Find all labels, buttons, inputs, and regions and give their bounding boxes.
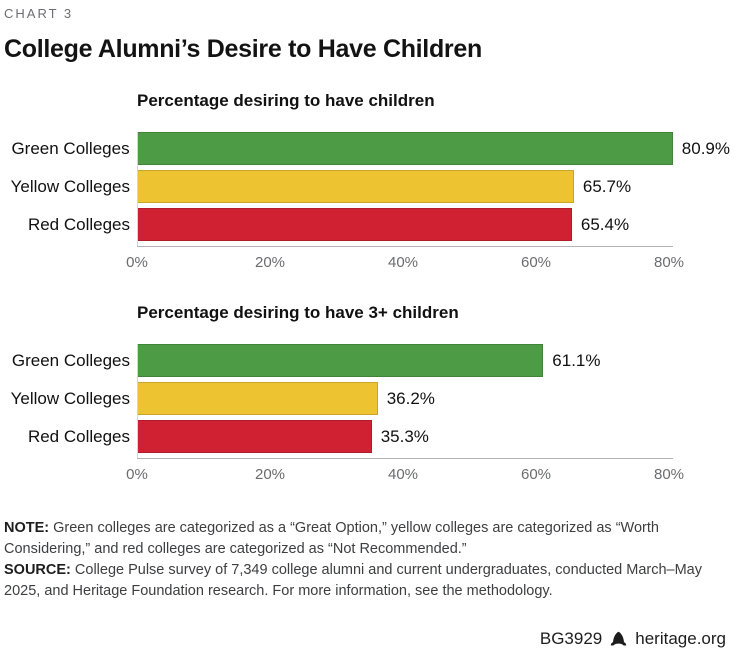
x-axis: 0% 20% 40% 60% 80% bbox=[126, 246, 684, 273]
x-axis: 0% 20% 40% 60% 80% bbox=[126, 458, 684, 485]
chart-number-label: CHART 3 bbox=[4, 6, 74, 21]
page-title: College Alumni’s Desire to Have Children bbox=[4, 35, 482, 63]
category-label: Red Colleges bbox=[27, 214, 130, 234]
category-label: Red Colleges bbox=[27, 426, 130, 446]
bar-row: Yellow Colleges 36.2% bbox=[4, 382, 730, 415]
x-axis-tick: 20% bbox=[254, 254, 286, 271]
x-axis-tick: 60% bbox=[520, 466, 552, 483]
x-axis-tick: 80% bbox=[653, 466, 685, 483]
note-text: Green colleges are categorized as a “Gre… bbox=[4, 520, 659, 557]
source-line: SOURCE: College Pulse survey of 7,349 co… bbox=[4, 560, 732, 602]
bar-row: Red Colleges 35.3% bbox=[4, 420, 730, 453]
category-label: Yellow Colleges bbox=[10, 176, 130, 196]
category-label: Yellow Colleges bbox=[10, 388, 130, 408]
bar-row: Green Colleges 61.1% bbox=[4, 344, 730, 377]
x-axis-tick: 60% bbox=[520, 254, 552, 271]
x-axis-tick: 40% bbox=[387, 466, 419, 483]
source-label: SOURCE: bbox=[4, 562, 71, 578]
bar bbox=[137, 208, 572, 241]
bar-value-label: 65.7% bbox=[582, 176, 632, 196]
chart-title: Percentage desiring to have 3+ children bbox=[137, 303, 459, 322]
site-name: heritage.org bbox=[635, 629, 726, 648]
plot-area: Green Colleges 80.9% Yellow Colleges 65.7% R… bbox=[4, 132, 730, 273]
bar-row: Green Colleges 80.9% bbox=[4, 132, 730, 165]
y-axis-line bbox=[137, 132, 138, 246]
x-axis-tick: 80% bbox=[653, 254, 685, 271]
bar-value-label: 36.2% bbox=[386, 388, 435, 408]
bar bbox=[137, 420, 372, 453]
category-label: Green Colleges bbox=[11, 350, 130, 370]
y-axis-line bbox=[137, 344, 138, 458]
bar-chart-1: Percentage desiring to have children Gree… bbox=[4, 91, 730, 273]
bar-value-label: 61.1% bbox=[552, 350, 601, 370]
bar-value-label: 35.3% bbox=[380, 426, 429, 446]
bar bbox=[136, 132, 673, 165]
heritage-bell-icon bbox=[611, 631, 627, 646]
bar-row: Red Colleges 65.4% bbox=[4, 208, 730, 241]
bar-value-label: 65.4% bbox=[580, 214, 630, 234]
plot-area: Green Colleges 61.1% Yellow Colleges 36.2% R… bbox=[4, 344, 730, 485]
x-axis-tick: 0% bbox=[126, 466, 148, 483]
x-axis-tick: 40% bbox=[387, 254, 419, 271]
note-label: NOTE: bbox=[4, 520, 50, 536]
x-axis-tick: 0% bbox=[126, 254, 148, 271]
bar-row: Yellow Colleges 65.7% bbox=[4, 170, 730, 203]
bar bbox=[137, 382, 378, 415]
x-axis-tick: 20% bbox=[254, 466, 286, 483]
source-text: College Pulse survey of 7,349 college al… bbox=[4, 562, 702, 599]
chart-title: Percentage desiring to have children bbox=[137, 91, 435, 110]
note-line: NOTE: Green colleges are categorized as … bbox=[4, 518, 732, 560]
category-label: Green Colleges bbox=[11, 138, 130, 158]
footnotes: NOTE: Green colleges are categorized as … bbox=[4, 518, 732, 602]
bar-chart-2: Percentage desiring to have 3+ children G… bbox=[4, 303, 730, 485]
charts-container: Percentage desiring to have children Gree… bbox=[4, 91, 730, 485]
bar bbox=[137, 170, 574, 203]
report-id: BG3929 bbox=[539, 629, 603, 648]
bar bbox=[137, 344, 544, 377]
footer: BG3929 heritage.org bbox=[540, 629, 726, 649]
bar-value-label: 80.9% bbox=[681, 138, 730, 158]
